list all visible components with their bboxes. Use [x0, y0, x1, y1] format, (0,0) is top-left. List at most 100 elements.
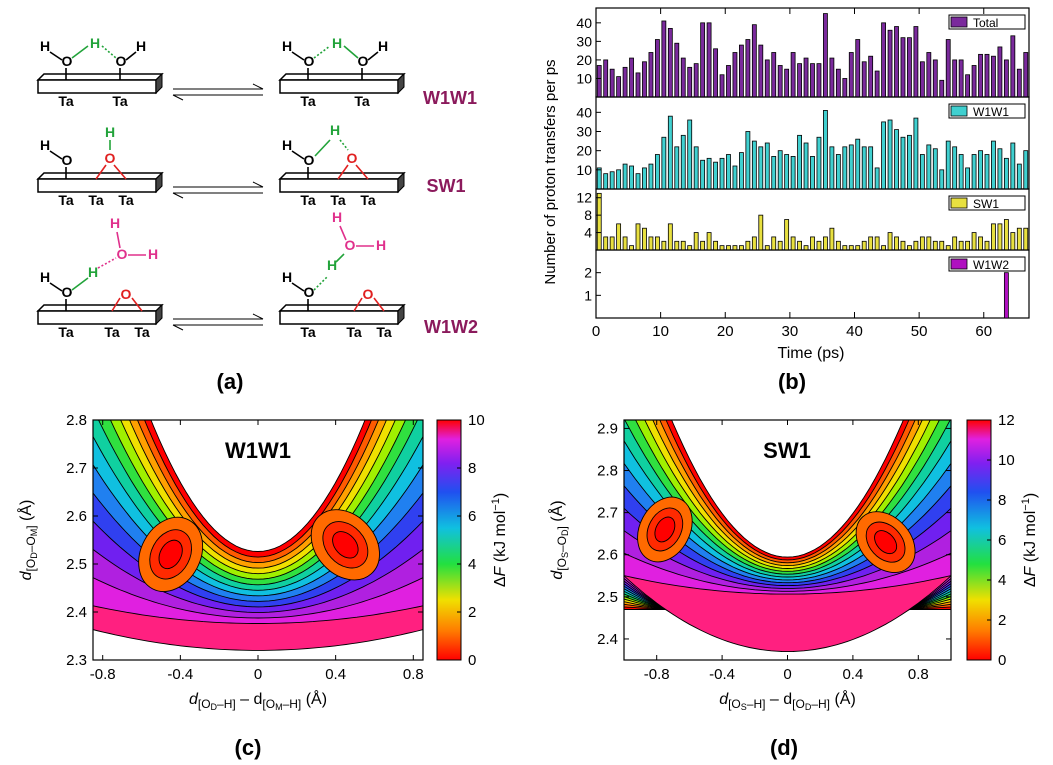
row-label-w1w2: W1W2	[424, 317, 478, 337]
panel-label-c: (c)	[235, 735, 262, 760]
bar-w1w1	[816, 136, 822, 190]
ta-atom: Ta	[354, 93, 370, 109]
bond	[291, 51, 305, 61]
shared-hydrogen-atom: H	[105, 124, 115, 140]
bond	[335, 253, 345, 263]
bond	[125, 51, 137, 61]
bar-total	[680, 57, 686, 98]
oxygen-atom: O	[304, 284, 315, 300]
x-tick-label: 20	[717, 323, 734, 340]
slab-top	[36, 73, 164, 81]
bar-total	[1010, 35, 1016, 98]
hydrogen-atom: H	[282, 137, 292, 153]
legend-label-w1w1: W1W1	[973, 105, 1009, 119]
bar-sw1	[868, 236, 874, 251]
shared-hydrogen-atom: H	[90, 35, 100, 51]
bar-sw1	[758, 214, 764, 251]
map-contours	[93, 420, 423, 651]
bar-w1w1	[984, 154, 990, 190]
ta-atom: Ta	[112, 93, 128, 109]
colorbar-tick-label: 12	[998, 412, 1015, 429]
bar-total	[648, 52, 654, 98]
bar-sw1	[771, 236, 777, 251]
bar-w1w1	[965, 167, 971, 190]
x-tick-label: -0.8	[90, 666, 116, 683]
x-tick-label: 40	[846, 323, 863, 340]
bar-sw1	[823, 236, 828, 251]
y-tick-label: 2.7	[66, 460, 87, 477]
free-energy-map-w1w1: -0.8 -0.4 0 0.4 0.8 2.3 2.4 2.5 2.6 2.7 2.8 d[OD–H]…	[16, 412, 509, 712]
bar-total	[868, 55, 874, 98]
bar-sw1	[719, 245, 725, 251]
bar-sw1	[945, 245, 951, 251]
x-tick-label: 0.4	[842, 666, 863, 683]
bar-w1w1	[635, 173, 641, 190]
bar-w1w1	[829, 146, 835, 190]
ta-atom: Ta	[300, 93, 316, 109]
bar-sw1	[797, 240, 802, 251]
bar-w1w1	[732, 165, 738, 190]
bar-total	[784, 68, 790, 98]
x-tick-label: 50	[911, 323, 928, 340]
ta-atom: Ta	[300, 324, 316, 340]
hydrogen-atom: H	[40, 38, 50, 54]
x-tick-label: -0.4	[167, 666, 193, 683]
bar-w1w1	[913, 117, 919, 190]
equilibrium-arrow-head	[252, 313, 264, 320]
bar-sw1	[952, 236, 958, 251]
bar-w1w1	[1016, 163, 1022, 190]
bar-w1w1	[932, 148, 938, 190]
y-tick-label: 2.5	[66, 556, 87, 573]
bar-chart-ylabel: Number of proton transfers per ps	[542, 59, 559, 284]
bar-w1w1	[1023, 150, 1029, 190]
bridging-oxygen-atom: O	[363, 286, 374, 302]
colorbar-tick-label: 8	[998, 492, 1006, 509]
bar-w1w1	[861, 146, 867, 190]
bar-total	[978, 53, 983, 98]
bond	[343, 45, 359, 59]
bond	[71, 277, 89, 291]
bar-w1w1	[991, 140, 996, 190]
bar-sw1	[732, 245, 738, 251]
equilibrium-arrow-head	[252, 83, 264, 90]
equilibrium-arrow-head	[252, 181, 264, 188]
bar-total	[603, 59, 609, 98]
bond	[101, 45, 117, 59]
bar-w1w1	[952, 146, 958, 190]
ta-atom: Ta	[118, 192, 134, 208]
bar-total	[919, 61, 925, 98]
bar-sw1	[687, 245, 693, 251]
x-tick-label: 0	[783, 666, 791, 683]
bar-w1w1	[810, 156, 815, 190]
bar-sw1	[887, 232, 893, 251]
bar-w1w1	[978, 150, 983, 190]
bond	[71, 45, 89, 59]
oxygen-atom: O	[116, 53, 127, 69]
y-tick-label: 30	[576, 33, 592, 49]
bar-total	[848, 52, 854, 98]
bar-w1w1	[997, 148, 1003, 190]
bridging-oxygen-atom: O	[105, 150, 116, 166]
bar-total	[855, 39, 861, 98]
bar-chart-xlabel: Time (ps)	[778, 345, 845, 362]
bar-sw1	[881, 245, 886, 251]
bar-total	[1023, 52, 1029, 98]
x-tick-label: -0.8	[644, 666, 670, 683]
bond	[49, 282, 63, 292]
colorbar-tick-label: 0	[998, 652, 1006, 669]
bar-sw1	[667, 223, 673, 251]
slab-side	[155, 171, 163, 194]
bar-sw1	[622, 236, 628, 251]
bar-total	[958, 59, 964, 98]
ta-atom: Ta	[58, 93, 74, 109]
bar-total	[706, 22, 712, 98]
bar-w1w1	[758, 146, 764, 190]
bar-sw1	[642, 227, 647, 251]
bar-w1w1	[797, 134, 802, 190]
water-hydrogen-atom: H	[332, 209, 342, 225]
ta-atom: Ta	[58, 324, 74, 340]
bar-sw1	[1016, 227, 1022, 251]
bond	[339, 225, 347, 241]
bar-w1w1	[629, 165, 634, 190]
